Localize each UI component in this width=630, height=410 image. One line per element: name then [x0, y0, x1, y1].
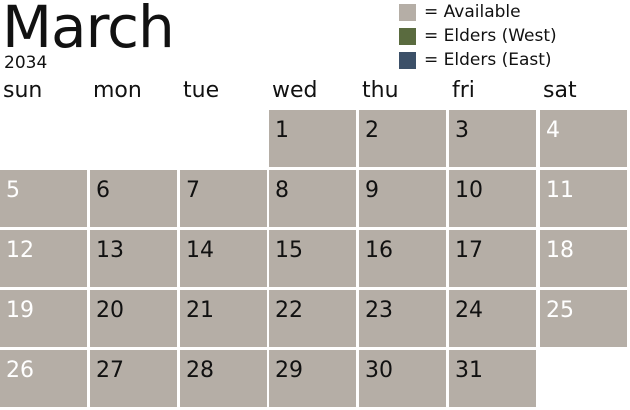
empty-cell	[0, 110, 87, 167]
day-cell[interactable]: 29	[269, 350, 356, 407]
weekday-tue: tue	[183, 78, 220, 103]
day-cell[interactable]: 13	[90, 230, 177, 287]
day-cell[interactable]: 20	[90, 290, 177, 347]
legend-swatch	[399, 27, 416, 45]
day-cell[interactable]: 25	[540, 290, 627, 347]
weekday-fri: fri	[452, 78, 475, 103]
empty-cell	[90, 110, 177, 167]
day-cell[interactable]: 5	[0, 170, 87, 227]
day-cell[interactable]: 24	[449, 290, 536, 347]
day-cell[interactable]: 7	[180, 170, 267, 227]
day-cell[interactable]: 23	[359, 290, 446, 347]
day-cell[interactable]: 4	[540, 110, 627, 167]
day-cell[interactable]: 28	[180, 350, 267, 407]
day-cell[interactable]: 26	[0, 350, 87, 407]
day-cell[interactable]: 1	[269, 110, 356, 167]
legend-label: = Elders (West)	[424, 26, 557, 46]
day-cell[interactable]: 18	[540, 230, 627, 287]
legend-label: = Elders (East)	[424, 50, 552, 70]
day-cell[interactable]: 17	[449, 230, 536, 287]
day-cell[interactable]: 22	[269, 290, 356, 347]
year-label: 2034	[4, 53, 48, 73]
calendar-grid: 1 2 3 4 5 6 7 8 9 10 11 12 13 14 15 16 17 18 19 20 21 22 23 24 2…	[0, 110, 630, 410]
day-cell[interactable]: 30	[359, 350, 446, 407]
empty-cell	[540, 350, 627, 407]
legend-swatch	[399, 51, 416, 69]
day-cell[interactable]: 2	[359, 110, 446, 167]
legend-label: = Available	[424, 2, 521, 22]
weekday-wed: wed	[272, 78, 318, 103]
legend: = Available = Elders (West) = Elders (East…	[399, 0, 557, 72]
legend-item: = Elders (West)	[399, 24, 557, 48]
day-cell[interactable]: 9	[359, 170, 446, 227]
day-cell[interactable]: 11	[540, 170, 627, 227]
legend-item: = Available	[399, 0, 557, 24]
weekday-sun: sun	[3, 78, 43, 103]
day-cell[interactable]: 8	[269, 170, 356, 227]
day-cell[interactable]: 21	[180, 290, 267, 347]
legend-item: = Elders (East)	[399, 48, 557, 72]
day-cell[interactable]: 31	[449, 350, 536, 407]
weekday-sat: sat	[543, 78, 577, 103]
legend-swatch	[399, 3, 416, 21]
day-cell[interactable]: 16	[359, 230, 446, 287]
day-cell[interactable]: 12	[0, 230, 87, 287]
day-cell[interactable]: 3	[449, 110, 536, 167]
day-cell[interactable]: 6	[90, 170, 177, 227]
day-cell[interactable]: 19	[0, 290, 87, 347]
weekday-mon: mon	[93, 78, 142, 103]
day-cell[interactable]: 10	[449, 170, 536, 227]
weekday-thu: thu	[362, 78, 399, 103]
day-cell[interactable]: 27	[90, 350, 177, 407]
month-title: March	[2, 0, 175, 61]
day-cell[interactable]: 14	[180, 230, 267, 287]
day-cell[interactable]: 15	[269, 230, 356, 287]
empty-cell	[180, 110, 267, 167]
